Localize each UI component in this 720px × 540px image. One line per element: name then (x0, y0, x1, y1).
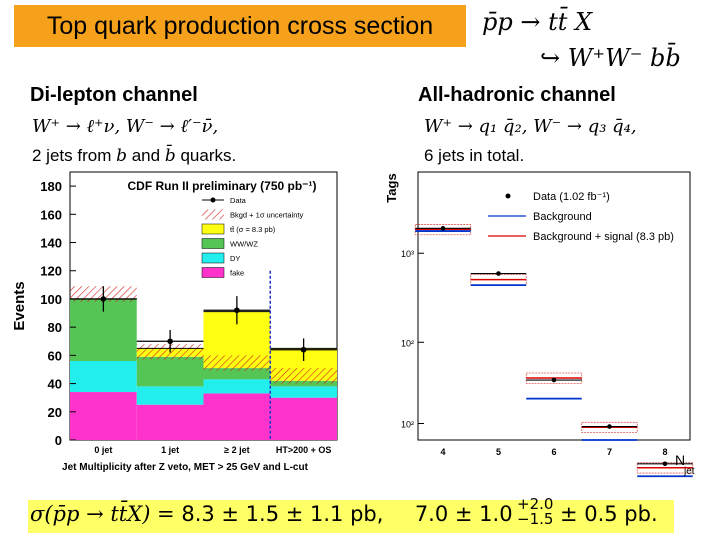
dilepton-jets-and: and (131, 146, 161, 165)
x-tick-label: 5 (496, 447, 501, 457)
y-tick-label: 40 (48, 377, 62, 392)
data-point (607, 424, 612, 429)
y-tick-label: 100 (40, 292, 62, 307)
x-tick-label: 6 (551, 447, 556, 457)
y-tick-label: 10³ (401, 249, 414, 259)
legend-swatch (201, 252, 225, 264)
y-tick-label: 10² (401, 419, 414, 429)
chart-title: CDF Run II preliminary (750 pb⁻¹) (127, 179, 316, 193)
dilepton-decay-text: W⁺ → ℓ⁺ν, W⁻ → ℓ′⁻ν̄, (32, 116, 219, 137)
result-dilepton-value: 8.3 ± 1.5 ± 1.1 pb, (181, 502, 384, 526)
title-banner: Top quark production cross section (14, 5, 466, 47)
legend-label: WW/WZ (230, 240, 258, 249)
dilepton-decay: W⁺ → ℓ⁺ν, W⁻ → ℓ′⁻ν̄, (32, 116, 218, 137)
allhadronic-decay-text: W⁺ → q₁ q̄₂, W⁻ → q₃ q̄₄, (424, 116, 637, 137)
bar-segment (136, 404, 204, 440)
legend-swatch (201, 267, 225, 278)
x-tick-label: ≥ 2 jet (224, 445, 249, 455)
y-axis-label: Events (11, 281, 28, 330)
uncertainty-band (203, 355, 271, 371)
dilepton-chart: 0 jet 1 jet ≥ 2 jet HT>200 + OS 0 20 40 60 80 100… (11, 171, 338, 473)
legend-swatch (201, 238, 225, 249)
bar-segment (270, 386, 337, 398)
y-axis-label: Tags (384, 173, 399, 202)
x-tick-label: 7 (607, 447, 612, 457)
legend-data-marker (505, 193, 511, 199)
dilepton-jets-suffix: quarks. (180, 146, 237, 165)
legend-label: Background + signal (8.3 pb) (533, 231, 674, 243)
data-point (551, 377, 557, 383)
dilepton-heading: Di-lepton channel (30, 84, 198, 106)
legend-label: Bkgd + 1σ uncertainty (230, 211, 303, 220)
result-error-up: +2.0 (517, 495, 554, 513)
legend-label: tt̄ (σ = 8.3 pb) (230, 225, 276, 234)
allhadronic-decay: W⁺ → q₁ q̄₂, W⁻ → q₃ q̄₄, (424, 116, 637, 137)
result-allhad-value: 7.0 ± 1.0 (414, 502, 513, 526)
legend-label: Data (1.02 fb⁻¹) (533, 191, 610, 203)
bar-segment (203, 379, 271, 394)
x-tick-label: 4 (440, 447, 445, 457)
y-tick-label: 180 (40, 179, 62, 194)
bar-segment (70, 392, 137, 440)
dilepton-jets-prefix: 2 jets from (32, 146, 112, 165)
dilepton-jets-bbar: b̄ (164, 146, 176, 166)
result-error-down: −1.5 (517, 510, 554, 528)
dilepton-jets: 2 jets from b and b̄ quarks. (32, 146, 236, 166)
result-allhad-tail: ± 0.5 pb. (559, 502, 658, 526)
decay-equation: ↪ W⁺W⁻ bb̄ (540, 44, 681, 72)
legend-swatch (202, 209, 224, 220)
plot-frame (417, 171, 691, 441)
legend-data-marker (210, 197, 216, 203)
y-tick-label: 60 (48, 348, 62, 363)
legend-label: fake (230, 269, 244, 278)
data-point (662, 461, 668, 467)
y-tick-label: 140 (40, 236, 62, 251)
data-point (167, 338, 173, 345)
uncertainty-band (270, 368, 337, 384)
dilepton-jets-b: b (116, 146, 127, 166)
y-tick-label: 0 (55, 433, 62, 448)
result-lhs: σ(p̄p → tt̄X) = (30, 502, 182, 526)
x-tick-label: 8 (662, 447, 667, 457)
legend-label: Data (230, 196, 247, 205)
bar-segment (270, 380, 337, 387)
bar-segment (70, 361, 137, 393)
bar-segment (203, 368, 271, 380)
legend-swatch (201, 223, 225, 235)
allhadronic-heading: All-hadronic channel (418, 84, 616, 106)
data-point (100, 296, 107, 302)
y-tick-label: 10² (401, 338, 414, 348)
y-tick-label: 80 (48, 320, 62, 335)
x-tick-label: 0 jet (94, 445, 112, 455)
legend-label: DY (230, 254, 240, 263)
x-axis-label: N (675, 452, 685, 468)
data-point (234, 307, 240, 314)
y-tick-label: 20 (48, 405, 62, 420)
bar-segment (270, 397, 337, 440)
production-equation: p̄p → tt̄ X (482, 8, 593, 36)
bar-segment (203, 393, 271, 440)
y-tick-label: 160 (40, 207, 62, 222)
page-title: Top quark production cross section (46, 11, 434, 40)
bar-segment (136, 356, 204, 387)
data-point (300, 346, 307, 353)
x-tick-label: HT>200 + OS (276, 445, 332, 455)
x-tick-label: 1 jet (161, 445, 179, 455)
data-point (496, 271, 501, 276)
x-axis-label-sub: jet (683, 466, 695, 477)
x-axis-label: Jet Multiplicity after Z veto, MET > 25 … (62, 462, 309, 473)
legend-label: Background (533, 211, 592, 223)
bar-segment (136, 386, 204, 405)
result-highlight (28, 500, 674, 533)
result-equation: σ(p̄p → tt̄X) = 8.3 ± 1.5 ± 1.1 pb, 7.0 … (30, 502, 658, 526)
data-point (440, 226, 446, 231)
allhadronic-jets: 6 jets in total. (424, 146, 525, 165)
y-tick-label: 120 (40, 264, 62, 279)
result-asymmetric-error: +2.0 −1.5 (517, 497, 553, 527)
